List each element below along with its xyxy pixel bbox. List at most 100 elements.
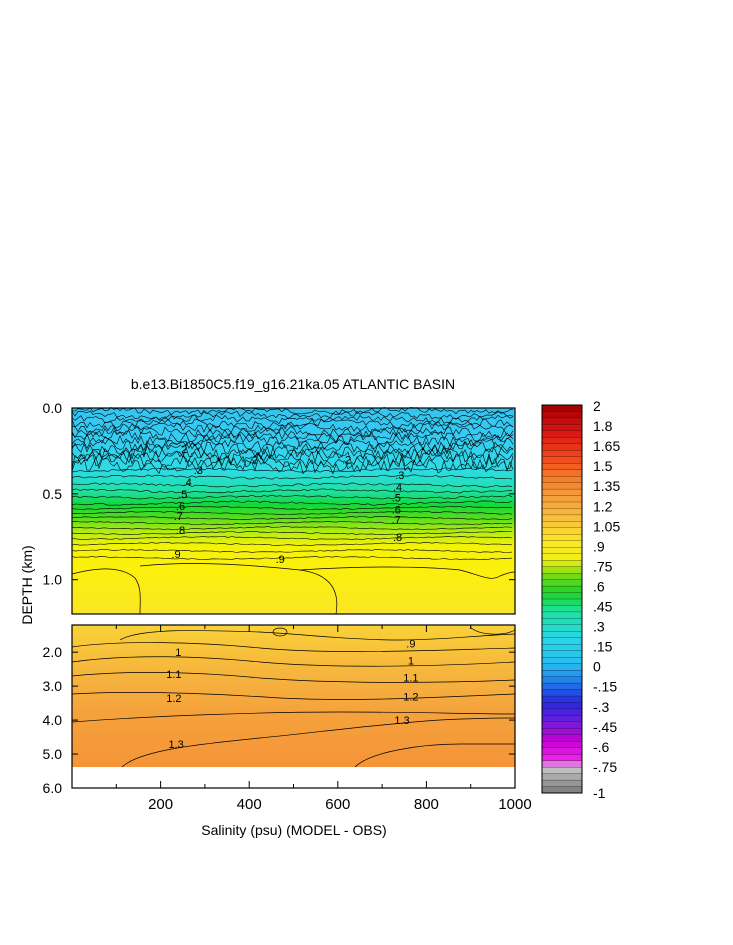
colorbar-bin: [541, 540, 583, 548]
contour-line: [71, 456, 514, 475]
contour-line: [71, 516, 513, 520]
colorbar-label: .6: [593, 579, 605, 595]
colorbar-bin: [541, 437, 583, 445]
contour-label: .9: [276, 554, 285, 566]
contour-label: 1: [175, 647, 181, 659]
contour-line: [71, 541, 513, 546]
colorbar-bin: [541, 553, 583, 561]
colorbar-bin: [541, 663, 583, 671]
colorbar-bin: [541, 728, 583, 736]
colorbar-label: .45: [593, 599, 613, 615]
colorbar-bin: [541, 450, 583, 458]
contour-line: [71, 445, 514, 461]
colorbar-bin: [541, 592, 583, 600]
lower-depth-panel: 1 1.1 1.2 1.3 .9 1 1.1 1.2 1.3 2.0 3.0 4.0 5.0 6.0 2…: [43, 624, 532, 813]
x-tick-label: 400: [237, 796, 262, 813]
colorbar-label: 1.65: [593, 438, 620, 454]
colorbar-bin: [541, 521, 583, 529]
contour-label: .6: [176, 501, 185, 513]
contour-label: .2: [249, 455, 258, 467]
lower-panel-field: [72, 625, 515, 767]
contour-line: [71, 642, 516, 652]
contour-label: .4: [183, 477, 192, 489]
lower-contour-lines: [71, 626, 516, 768]
colorbar-label: 1.8: [593, 418, 613, 434]
x-axis-ticks: 200 400 600 800 1000: [115, 625, 532, 813]
y-tick-label: 4.0: [43, 712, 63, 728]
contour-line: [71, 500, 513, 506]
colorbar-bin: [541, 560, 583, 568]
colorbar-bin: [541, 754, 583, 762]
colorbar-label: -1: [593, 785, 606, 801]
colorbar-bin: [541, 773, 583, 781]
colorbar-bin: [541, 469, 583, 477]
y-tick-label: 2.0: [43, 644, 63, 660]
contour-line: [71, 482, 513, 488]
contour-label: .2: [342, 455, 351, 467]
contour-line: [71, 505, 513, 510]
contour-line: [71, 437, 514, 452]
colorbar-bin: [541, 715, 583, 723]
upper-contour-lines: [71, 407, 516, 615]
colorbar-label: .15: [593, 639, 613, 655]
colorbar-label: -.75: [593, 759, 617, 775]
contour-label: .3: [194, 465, 203, 477]
colorbar-bin: [541, 605, 583, 613]
colorbar-bin: [541, 676, 583, 684]
colorbar-frame: [541, 404, 583, 794]
contour-label: 1: [408, 656, 414, 668]
y-tick-label: 0.5: [43, 486, 63, 502]
contour-line-0.9-right: [299, 566, 516, 579]
colorbar-bin: [541, 417, 583, 425]
lower-y-ticks: 2.0 3.0 4.0 5.0 6.0: [43, 644, 515, 796]
contour-line: [71, 711, 516, 723]
colorbar-bin: [541, 482, 583, 490]
colorbar-bin: [541, 689, 583, 697]
colorbar-bin: [541, 721, 583, 729]
contour-line: [71, 418, 514, 429]
contour-line: [71, 692, 516, 700]
colorbar-bin: [541, 598, 583, 606]
colorbar-bin: [541, 702, 583, 710]
colorbar-labels: 2 1.8 1.65 1.5 1.35 1.2 1.05 .9 .75 .6 .45 .3 .15 0 -.…: [593, 398, 620, 801]
colorbar-bin: [541, 760, 583, 768]
contour-line: [71, 474, 513, 480]
colorbar-label: 1.35: [593, 478, 620, 494]
contour-cell: [469, 626, 516, 635]
contour-label: .7: [174, 511, 183, 523]
contour-line: [121, 717, 516, 768]
contour-line-0.9-left: [71, 568, 141, 615]
lower-contour-labels: 1 1.1 1.2 1.3 .9 1 1.1 1.2 1.3: [166, 639, 418, 751]
colorbar-label: 1.05: [593, 518, 620, 534]
contour-label: .8: [393, 532, 402, 544]
colorbar-bin: [541, 708, 583, 716]
colorbar: 2 1.8 1.65 1.5 1.35 1.2 1.05 .9 .75 .6 .45 .3 .15 0 -.…: [541, 398, 620, 801]
contour-line: [71, 510, 513, 516]
upper-depth-panel: .2.2.3.4.5.6.7.8.9.9.2.3.4.5.6.7.8 0.00.…: [43, 400, 516, 615]
y-tick-label: 0.0: [43, 400, 63, 416]
colorbar-bin: [541, 657, 583, 665]
colorbar-bin: [541, 624, 583, 632]
colorbar-bin: [541, 779, 583, 787]
contour-line: [71, 426, 514, 439]
colorbar-bin: [541, 618, 583, 626]
contour-line: [71, 407, 514, 416]
colorbar-bin: [541, 682, 583, 690]
colorbar-bin: [541, 527, 583, 535]
colorbar-bin: [541, 424, 583, 432]
contour-label: .9: [172, 549, 181, 561]
colorbar-bin: [541, 566, 583, 574]
contour-line-0.9-mid: [139, 563, 338, 615]
lower-panel-bottom-blank: [72, 767, 515, 788]
x-axis-label: Salinity (psu) (MODEL - OBS): [201, 822, 386, 838]
upper-panel-frame: [71, 407, 516, 615]
colorbar-bin: [541, 611, 583, 619]
colorbar-bin: [541, 534, 583, 542]
colorbar-bin: [541, 631, 583, 639]
colorbar-label: -.6: [593, 739, 610, 755]
colorbar-bin: [541, 476, 583, 484]
y-tick-label: 6.0: [43, 780, 63, 796]
chart-title: b.e13.Bi1850C5.f19_g16.21ka.05 ATLANTIC …: [131, 376, 455, 392]
contour-line: [71, 556, 513, 560]
